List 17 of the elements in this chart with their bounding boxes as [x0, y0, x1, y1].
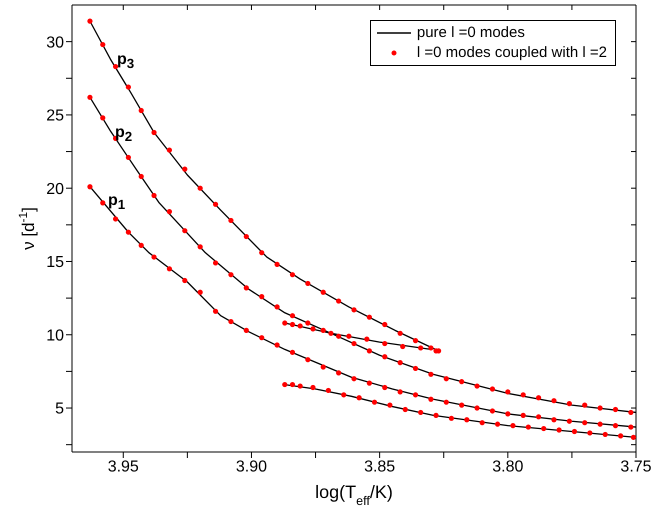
y-tick-label: 15	[46, 254, 64, 272]
x-tick-label: 3.95	[108, 458, 139, 476]
x-tick-label: 3.80	[492, 458, 524, 476]
y-tick-label: 25	[46, 108, 64, 125]
annotation: p$_{3}$	[117, 51, 134, 72]
y-tick-label: 30	[46, 34, 64, 52]
x-tick-label: 3.85	[364, 458, 396, 476]
legend-label: pure l =0 modes	[416, 24, 525, 41]
x-tick-label: 3.90	[236, 458, 268, 476]
y-tick-label: 5	[55, 400, 64, 418]
legend-label: l =0 modes coupled with l =2	[416, 44, 607, 61]
annotation: p$_{1}$	[108, 192, 126, 212]
annotation: p$_{2}$	[115, 124, 132, 144]
x-axis-title: log(T$_{eff}$/K)	[315, 482, 393, 508]
y-tick-label: 10	[46, 327, 64, 344]
y-tick-label: 20	[46, 180, 64, 198]
x-tick-label: 3.75	[620, 458, 652, 476]
